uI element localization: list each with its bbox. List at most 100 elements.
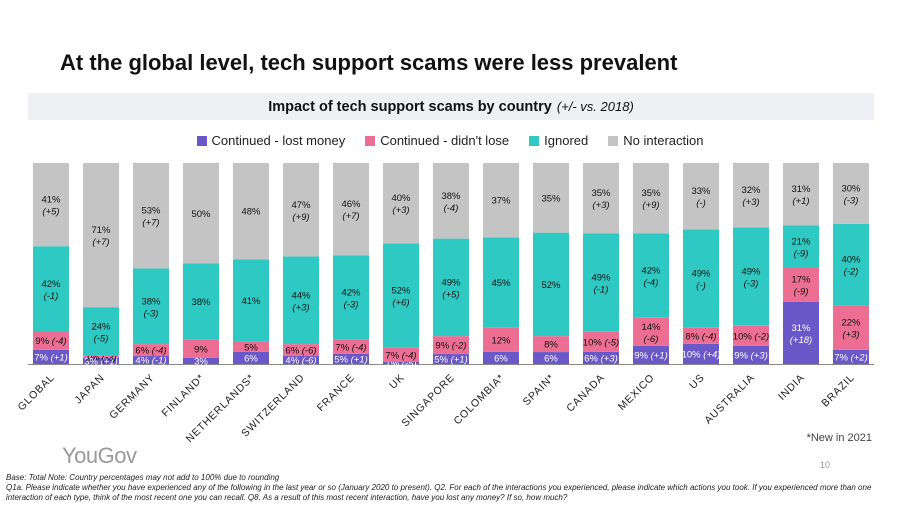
data-label-didnt-lose: 9% (-2) xyxy=(435,341,466,352)
data-label-ignored: 38% xyxy=(191,297,211,308)
data-label-lost-money: 5% (+1) xyxy=(334,354,368,365)
data-label-no-interaction: 30% (-3) xyxy=(841,183,861,206)
bar-segment-didnt-lose xyxy=(783,267,819,302)
data-label-ignored: 49% (-1) xyxy=(591,273,611,296)
bar-segment-ignored xyxy=(283,256,319,345)
bar-segment-lost-money xyxy=(83,357,119,364)
x-tick-label: UK xyxy=(387,372,407,392)
footnote: Base: Total Note: Country percentages ma… xyxy=(6,473,886,503)
legend-label-lost-money: Continued - lost money xyxy=(211,133,346,148)
bar-segment-didnt-lose xyxy=(283,344,319,357)
bar-segment-no-interaction xyxy=(833,163,869,224)
footnote-base: Base: Total Note: Country percentages ma… xyxy=(6,473,280,482)
bar-segment-lost-money xyxy=(233,351,269,364)
data-label-didnt-lose: 5% xyxy=(244,342,258,353)
data-label-lost-money: 3% xyxy=(194,356,208,367)
legend-item-didnt-lose: Continued - didn't lose xyxy=(365,133,509,148)
page-title: At the global level, tech support scams … xyxy=(60,50,678,75)
bar-segment-no-interaction xyxy=(83,163,119,308)
x-tick-label: FINLAND* xyxy=(159,372,207,420)
bar-segment-no-interaction xyxy=(483,163,519,238)
bar-segment-didnt-lose xyxy=(733,325,769,346)
data-label-ignored: 42% (-3) xyxy=(341,288,361,311)
bar-segment-lost-money xyxy=(283,356,319,364)
bar-segment-ignored xyxy=(183,263,219,340)
x-tick-label: JAPAN xyxy=(72,372,107,407)
x-tick-label: GERMANY xyxy=(107,372,157,422)
bar-segment-ignored xyxy=(33,246,69,332)
legend-swatch-didnt-lose xyxy=(365,135,376,146)
data-label-didnt-lose: 9% xyxy=(194,344,208,355)
data-label-no-interaction: 31% (+1) xyxy=(791,184,811,207)
legend-label-didnt-lose: Continued - didn't lose xyxy=(380,133,510,148)
legend-swatch-lost-money xyxy=(196,135,207,146)
data-label-lost-money: 1% (-5) xyxy=(385,358,416,369)
x-tick-label: COLOMBIA* xyxy=(451,372,507,428)
data-label-lost-money: 6% xyxy=(494,353,508,364)
bar-segment-ignored xyxy=(433,238,469,337)
bar-segment-lost-money xyxy=(183,357,219,364)
data-label-no-interaction: 32% (+3) xyxy=(741,185,761,208)
data-label-ignored: 42% (-4) xyxy=(641,266,661,289)
new-in-2021-note: *New in 2021 xyxy=(806,432,872,444)
legend-item-lost-money: Continued - lost money xyxy=(196,133,346,148)
data-label-no-interaction: 33% (-) xyxy=(691,186,711,209)
data-label-ignored: 42% (-1) xyxy=(41,279,61,302)
data-label-no-interaction: 40% (+3) xyxy=(391,193,411,216)
page-number: 10 xyxy=(820,460,831,470)
bar-segment-no-interaction xyxy=(233,163,269,260)
bar-segment-no-interaction xyxy=(133,163,169,269)
bar-segment-didnt-lose xyxy=(333,339,369,354)
data-label-lost-money: 31% (+18) xyxy=(790,323,812,346)
data-label-lost-money: 6% xyxy=(244,353,258,364)
bar-segment-ignored xyxy=(583,233,619,332)
data-label-ignored: 38% (-3) xyxy=(141,296,161,319)
data-label-didnt-lose: 7% (-4) xyxy=(335,342,366,353)
bar-segment-no-interaction xyxy=(333,163,369,256)
bar-segment-no-interaction xyxy=(583,163,619,234)
bar-segment-lost-money xyxy=(683,343,719,364)
data-label-didnt-lose: 1% (-3) xyxy=(85,352,116,363)
bar-segment-lost-money xyxy=(383,361,419,364)
bar-segment-ignored xyxy=(783,225,819,268)
data-label-lost-money: 7% (+1) xyxy=(34,352,68,363)
data-label-lost-money: 6% (+3) xyxy=(584,353,618,364)
data-label-ignored: 49% (+5) xyxy=(441,277,461,300)
bar-segment-ignored xyxy=(133,268,169,345)
data-label-ignored: 24% (-5) xyxy=(91,322,111,345)
data-label-no-interaction: 38% (-4) xyxy=(441,191,461,214)
bar-segment-didnt-lose xyxy=(683,327,719,344)
bar-segment-lost-money xyxy=(833,349,869,364)
data-label-ignored: 49% (-3) xyxy=(741,267,761,290)
data-label-lost-money: 3% (+1) xyxy=(84,356,118,367)
data-label-no-interaction: 50% xyxy=(191,209,211,220)
data-label-didnt-lose: 14% (-6) xyxy=(641,322,661,345)
bar-segment-no-interaction xyxy=(633,163,669,234)
bar-segment-no-interaction xyxy=(733,163,769,228)
bar-segment-ignored xyxy=(483,237,519,328)
x-tick-label: SPAIN* xyxy=(521,372,558,409)
bar-segment-lost-money xyxy=(733,345,769,364)
bar-segment-no-interaction xyxy=(183,163,219,264)
bar-segment-didnt-lose xyxy=(483,327,519,352)
legend-label-ignored: Ignored xyxy=(544,133,589,148)
bar-segment-ignored xyxy=(683,229,719,328)
legend-label-no-interaction: No interaction xyxy=(623,133,704,148)
data-label-didnt-lose: 8% (-4) xyxy=(685,331,716,342)
bar-segment-no-interaction xyxy=(283,163,319,257)
data-label-didnt-lose: 17% (-9) xyxy=(791,275,811,298)
data-label-ignored: 41% xyxy=(241,296,261,307)
data-label-ignored: 52% (+6) xyxy=(391,286,411,309)
data-label-lost-money: 5% (+1) xyxy=(434,355,468,366)
bar-segment-didnt-lose xyxy=(383,347,419,362)
x-tick-label: GLOBAL xyxy=(16,372,58,414)
data-label-no-interaction: 35% (+3) xyxy=(591,188,611,211)
data-label-ignored: 49% (-) xyxy=(691,269,711,292)
data-label-didnt-lose: 7% (-4) xyxy=(385,350,416,361)
data-label-ignored: 52% xyxy=(541,280,561,291)
data-label-no-interaction: 46% (+7) xyxy=(341,199,361,222)
data-label-no-interaction: 35% (+9) xyxy=(641,188,661,211)
bar-segment-didnt-lose xyxy=(133,344,169,357)
bar-segment-lost-money xyxy=(583,351,619,364)
data-label-lost-money: 9% (+1) xyxy=(634,350,668,361)
